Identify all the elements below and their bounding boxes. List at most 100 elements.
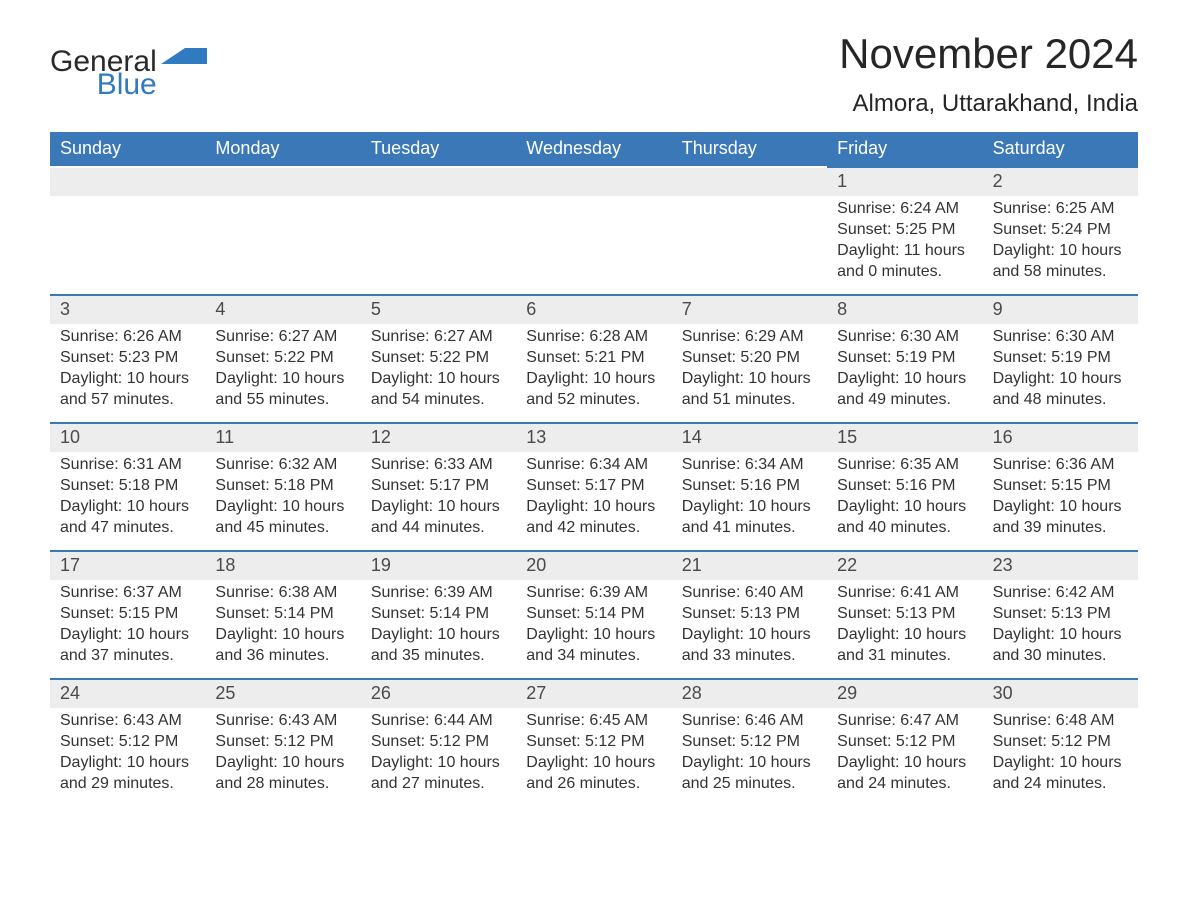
sunrise-line: Sunrise: 6:47 AM <box>837 710 972 731</box>
day-number <box>205 168 360 196</box>
day-cell: 8Sunrise: 6:30 AMSunset: 5:19 PMDaylight… <box>827 294 982 422</box>
sunrise-line: Sunrise: 6:31 AM <box>60 454 195 475</box>
weekday-cell: Saturday <box>983 132 1138 166</box>
logo: General Blue <box>50 30 207 98</box>
day-number: 23 <box>983 552 1138 580</box>
sunset-line: Sunset: 5:12 PM <box>60 731 195 752</box>
day-number: 1 <box>827 168 982 196</box>
sunrise-line: Sunrise: 6:46 AM <box>682 710 817 731</box>
sunset-line: Sunset: 5:12 PM <box>993 731 1128 752</box>
day-number: 11 <box>205 424 360 452</box>
sunset-line: Sunset: 5:19 PM <box>837 347 972 368</box>
daylight-line: Daylight: 10 hours and 24 minutes. <box>993 752 1128 794</box>
day-cell: 4Sunrise: 6:27 AMSunset: 5:22 PMDaylight… <box>205 294 360 422</box>
day-number: 2 <box>983 168 1138 196</box>
day-cell: 30Sunrise: 6:48 AMSunset: 5:12 PMDayligh… <box>983 678 1138 806</box>
sunrise-line: Sunrise: 6:34 AM <box>526 454 661 475</box>
daylight-line: Daylight: 10 hours and 47 minutes. <box>60 496 195 538</box>
sunrise-line: Sunrise: 6:35 AM <box>837 454 972 475</box>
daylight-line: Daylight: 10 hours and 57 minutes. <box>60 368 195 410</box>
sunrise-line: Sunrise: 6:39 AM <box>371 582 506 603</box>
header: General Blue November 2024 Almora, Uttar… <box>50 30 1138 118</box>
sunset-line: Sunset: 5:24 PM <box>993 219 1128 240</box>
day-body: Sunrise: 6:31 AMSunset: 5:18 PMDaylight:… <box>50 452 205 538</box>
day-body: Sunrise: 6:29 AMSunset: 5:20 PMDaylight:… <box>672 324 827 410</box>
sunrise-line: Sunrise: 6:26 AM <box>60 326 195 347</box>
day-number: 3 <box>50 296 205 324</box>
day-cell: 6Sunrise: 6:28 AMSunset: 5:21 PMDaylight… <box>516 294 671 422</box>
page-title: November 2024 <box>839 30 1138 78</box>
day-cell: 29Sunrise: 6:47 AMSunset: 5:12 PMDayligh… <box>827 678 982 806</box>
day-cell: 10Sunrise: 6:31 AMSunset: 5:18 PMDayligh… <box>50 422 205 550</box>
daylight-line: Daylight: 10 hours and 24 minutes. <box>837 752 972 794</box>
day-number: 6 <box>516 296 671 324</box>
day-cell: 1Sunrise: 6:24 AMSunset: 5:25 PMDaylight… <box>827 166 982 294</box>
day-cell: 18Sunrise: 6:38 AMSunset: 5:14 PMDayligh… <box>205 550 360 678</box>
sunrise-line: Sunrise: 6:43 AM <box>60 710 195 731</box>
sunrise-line: Sunrise: 6:34 AM <box>682 454 817 475</box>
day-body: Sunrise: 6:35 AMSunset: 5:16 PMDaylight:… <box>827 452 982 538</box>
daylight-line: Daylight: 10 hours and 33 minutes. <box>682 624 817 666</box>
day-number: 17 <box>50 552 205 580</box>
daylight-line: Daylight: 10 hours and 39 minutes. <box>993 496 1128 538</box>
location: Almora, Uttarakhand, India <box>839 90 1138 118</box>
week-row: 3Sunrise: 6:26 AMSunset: 5:23 PMDaylight… <box>50 294 1138 422</box>
sunset-line: Sunset: 5:16 PM <box>837 475 972 496</box>
weekday-cell: Monday <box>205 132 360 166</box>
weekday-cell: Sunday <box>50 132 205 166</box>
day-cell: 12Sunrise: 6:33 AMSunset: 5:17 PMDayligh… <box>361 422 516 550</box>
daylight-line: Daylight: 10 hours and 30 minutes. <box>993 624 1128 666</box>
sunrise-line: Sunrise: 6:48 AM <box>993 710 1128 731</box>
sunset-line: Sunset: 5:22 PM <box>215 347 350 368</box>
daylight-line: Daylight: 10 hours and 49 minutes. <box>837 368 972 410</box>
sunset-line: Sunset: 5:17 PM <box>526 475 661 496</box>
day-body: Sunrise: 6:48 AMSunset: 5:12 PMDaylight:… <box>983 708 1138 794</box>
day-number: 28 <box>672 680 827 708</box>
flag-icon <box>161 48 207 79</box>
day-number: 5 <box>361 296 516 324</box>
daylight-line: Daylight: 10 hours and 31 minutes. <box>837 624 972 666</box>
sunset-line: Sunset: 5:16 PM <box>682 475 817 496</box>
day-cell: 3Sunrise: 6:26 AMSunset: 5:23 PMDaylight… <box>50 294 205 422</box>
daylight-line: Daylight: 10 hours and 25 minutes. <box>682 752 817 794</box>
calendar: SundayMondayTuesdayWednesdayThursdayFrid… <box>50 132 1138 806</box>
day-number <box>516 168 671 196</box>
week-row: 24Sunrise: 6:43 AMSunset: 5:12 PMDayligh… <box>50 678 1138 806</box>
sunset-line: Sunset: 5:20 PM <box>682 347 817 368</box>
day-body: Sunrise: 6:34 AMSunset: 5:16 PMDaylight:… <box>672 452 827 538</box>
daylight-line: Daylight: 10 hours and 27 minutes. <box>371 752 506 794</box>
day-number: 24 <box>50 680 205 708</box>
day-number: 9 <box>983 296 1138 324</box>
sunrise-line: Sunrise: 6:28 AM <box>526 326 661 347</box>
daylight-line: Daylight: 10 hours and 42 minutes. <box>526 496 661 538</box>
daylight-line: Daylight: 10 hours and 45 minutes. <box>215 496 350 538</box>
day-cell: 22Sunrise: 6:41 AMSunset: 5:13 PMDayligh… <box>827 550 982 678</box>
day-body: Sunrise: 6:43 AMSunset: 5:12 PMDaylight:… <box>50 708 205 794</box>
day-body: Sunrise: 6:46 AMSunset: 5:12 PMDaylight:… <box>672 708 827 794</box>
day-cell: 5Sunrise: 6:27 AMSunset: 5:22 PMDaylight… <box>361 294 516 422</box>
day-body: Sunrise: 6:42 AMSunset: 5:13 PMDaylight:… <box>983 580 1138 666</box>
sunrise-line: Sunrise: 6:27 AM <box>371 326 506 347</box>
day-cell: 7Sunrise: 6:29 AMSunset: 5:20 PMDaylight… <box>672 294 827 422</box>
sunrise-line: Sunrise: 6:24 AM <box>837 198 972 219</box>
day-number: 29 <box>827 680 982 708</box>
sunrise-line: Sunrise: 6:36 AM <box>993 454 1128 475</box>
day-number: 30 <box>983 680 1138 708</box>
sunset-line: Sunset: 5:22 PM <box>371 347 506 368</box>
day-cell: 9Sunrise: 6:30 AMSunset: 5:19 PMDaylight… <box>983 294 1138 422</box>
day-number: 26 <box>361 680 516 708</box>
sunset-line: Sunset: 5:18 PM <box>215 475 350 496</box>
day-number: 15 <box>827 424 982 452</box>
day-cell: 14Sunrise: 6:34 AMSunset: 5:16 PMDayligh… <box>672 422 827 550</box>
weekday-cell: Tuesday <box>361 132 516 166</box>
day-number: 7 <box>672 296 827 324</box>
sunrise-line: Sunrise: 6:44 AM <box>371 710 506 731</box>
day-number: 16 <box>983 424 1138 452</box>
sunset-line: Sunset: 5:12 PM <box>526 731 661 752</box>
day-body: Sunrise: 6:24 AMSunset: 5:25 PMDaylight:… <box>827 196 982 282</box>
sunset-line: Sunset: 5:21 PM <box>526 347 661 368</box>
day-body: Sunrise: 6:32 AMSunset: 5:18 PMDaylight:… <box>205 452 360 538</box>
day-body: Sunrise: 6:40 AMSunset: 5:13 PMDaylight:… <box>672 580 827 666</box>
week-row: 10Sunrise: 6:31 AMSunset: 5:18 PMDayligh… <box>50 422 1138 550</box>
sunrise-line: Sunrise: 6:33 AM <box>371 454 506 475</box>
